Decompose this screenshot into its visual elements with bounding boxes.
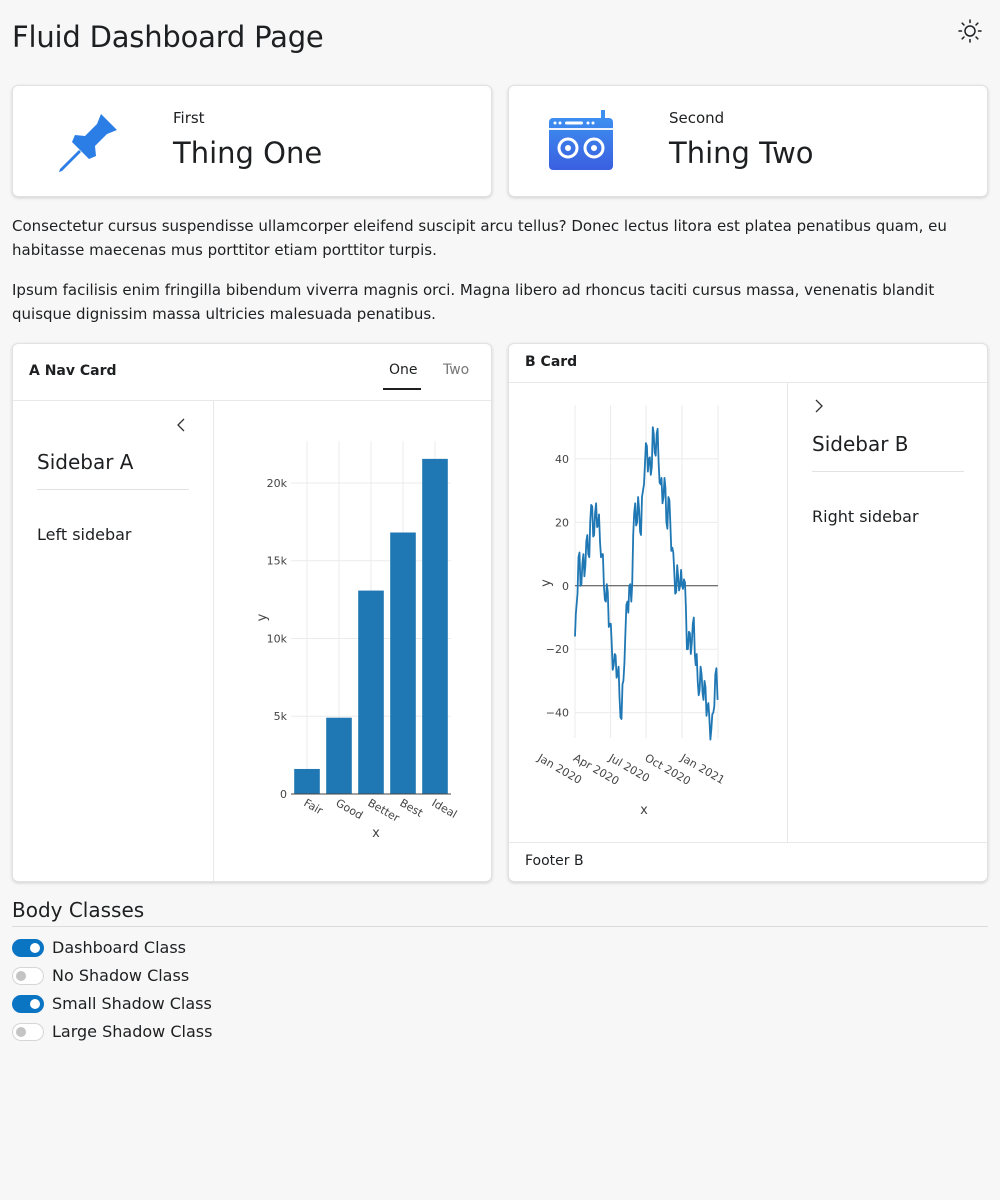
y-tick-label: 10k — [267, 632, 288, 645]
y-tick-label: −40 — [546, 707, 569, 720]
y-tick-label: 0 — [280, 788, 287, 801]
series-line — [574, 426, 719, 741]
bar — [294, 768, 320, 794]
sidebar-title: Sidebar B — [812, 432, 909, 456]
theme-toggle-button[interactable] — [957, 18, 983, 44]
switch-knob — [30, 999, 40, 1009]
card-footer-divider — [509, 842, 987, 843]
y-tick-label: 15k — [267, 555, 288, 568]
y-tick-label: 5k — [274, 710, 288, 723]
value-box-first: First Thing One — [12, 85, 492, 197]
switch-knob — [30, 943, 40, 953]
y-axis-title: y — [255, 613, 270, 621]
sidebar-text: Left sidebar — [37, 525, 132, 544]
x-tick-label: Fair — [302, 796, 326, 817]
y-tick-label: 40 — [555, 453, 569, 466]
section-rule — [12, 926, 988, 927]
y-tick-label: 20 — [555, 516, 569, 529]
nav-card-a: A Nav Card One Two Sidebar A Left sideba… — [12, 343, 492, 882]
y-tick-label: 20k — [267, 477, 288, 490]
x-tick-label: Better — [366, 796, 403, 825]
page-title: Fluid Dashboard Page — [12, 20, 324, 54]
card-header-divider — [509, 382, 987, 383]
chevron-right-icon[interactable] — [813, 398, 825, 414]
value-box-value: Thing One — [173, 136, 323, 170]
tab-active-indicator — [383, 388, 421, 390]
value-box-second: Second Thing Two — [508, 85, 988, 197]
x-tick-label: Good — [334, 796, 366, 822]
card-title: A Nav Card — [29, 363, 117, 379]
boombox-icon — [549, 110, 613, 170]
pin-icon — [59, 114, 117, 172]
paragraph: Ipsum facilisis enim fringilla bibendum … — [12, 281, 935, 323]
sidebar-divider — [213, 401, 214, 881]
switch-knob — [16, 1027, 26, 1037]
x-tick-label: Ideal — [430, 796, 460, 821]
toggle-switch[interactable] — [12, 995, 44, 1013]
bar — [390, 532, 416, 794]
y-tick-label: −20 — [546, 643, 569, 656]
value-box-title: First — [173, 109, 205, 127]
section-title: Body Classes — [12, 898, 145, 922]
paragraph: Consectetur cursus suspendisse ullamcorp… — [12, 217, 947, 259]
card-footer: Footer B — [525, 853, 584, 869]
chevron-left-icon[interactable] — [175, 417, 187, 433]
x-tick-label: Best — [398, 796, 426, 820]
tab-one[interactable]: One — [389, 362, 418, 378]
toggle-switch[interactable] — [12, 967, 44, 985]
switch-label: Large Shadow Class — [52, 1022, 213, 1041]
card-header-divider — [13, 400, 491, 401]
card-title: B Card — [525, 354, 578, 370]
bar — [326, 717, 352, 794]
switch-label: No Shadow Class — [52, 966, 190, 985]
sidebar-text: Right sidebar — [812, 507, 919, 526]
sun-icon — [958, 19, 982, 43]
tab-two[interactable]: Two — [443, 362, 470, 378]
card-b: B Card Footer B −40 −20 0 20 40 Jan 2020 Apr 2… — [508, 343, 988, 882]
switch-label: Small Shadow Class — [52, 994, 212, 1013]
x-axis-title: x — [640, 803, 648, 818]
sidebar-title: Sidebar A — [37, 450, 134, 474]
sidebar-rule — [812, 471, 964, 472]
sidebar-divider — [787, 383, 788, 842]
bar — [358, 590, 384, 794]
value-box-value: Thing Two — [669, 136, 814, 170]
bar — [422, 458, 448, 794]
switch-knob — [16, 971, 26, 981]
y-axis-title: y — [539, 579, 554, 587]
switch-label: Dashboard Class — [52, 938, 186, 957]
y-tick-label: 0 — [562, 580, 569, 593]
toggle-switch[interactable] — [12, 1023, 44, 1041]
x-axis-title: x — [372, 826, 380, 841]
sidebar-rule — [37, 489, 189, 490]
value-box-title: Second — [669, 109, 725, 127]
toggle-switch[interactable] — [12, 939, 44, 957]
